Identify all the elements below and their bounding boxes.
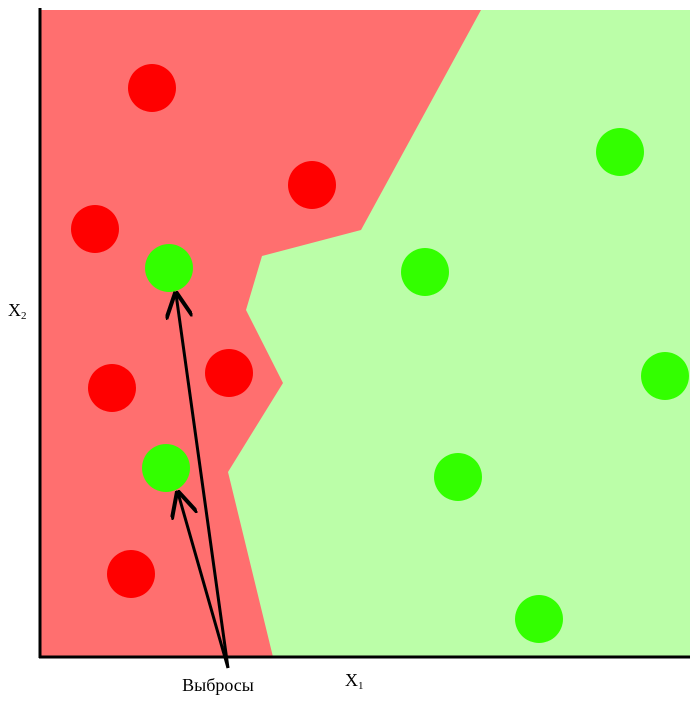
red-points [71,64,336,598]
red-point [88,364,136,412]
red-point [107,550,155,598]
green-point [434,453,482,501]
green-point [596,128,644,176]
red-region [40,10,481,657]
arrow [176,294,230,669]
red-point [71,205,119,253]
annotation: Выбросы [182,675,254,695]
green-point [145,244,193,292]
red-point [288,161,336,209]
green-point [515,595,563,643]
x-index: 1 [358,680,364,692]
red-point [205,349,253,397]
y-letter: X [8,300,21,320]
green-point [641,352,689,400]
y-axis-label: X2 [8,300,27,322]
x-letter: X [345,670,358,690]
red-point [128,64,176,112]
y-index: 2 [21,310,27,322]
green-point [142,444,190,492]
green-point [401,248,449,296]
x-axis-label: X1 [345,670,364,692]
green-points [142,128,689,643]
arrow [178,493,230,669]
